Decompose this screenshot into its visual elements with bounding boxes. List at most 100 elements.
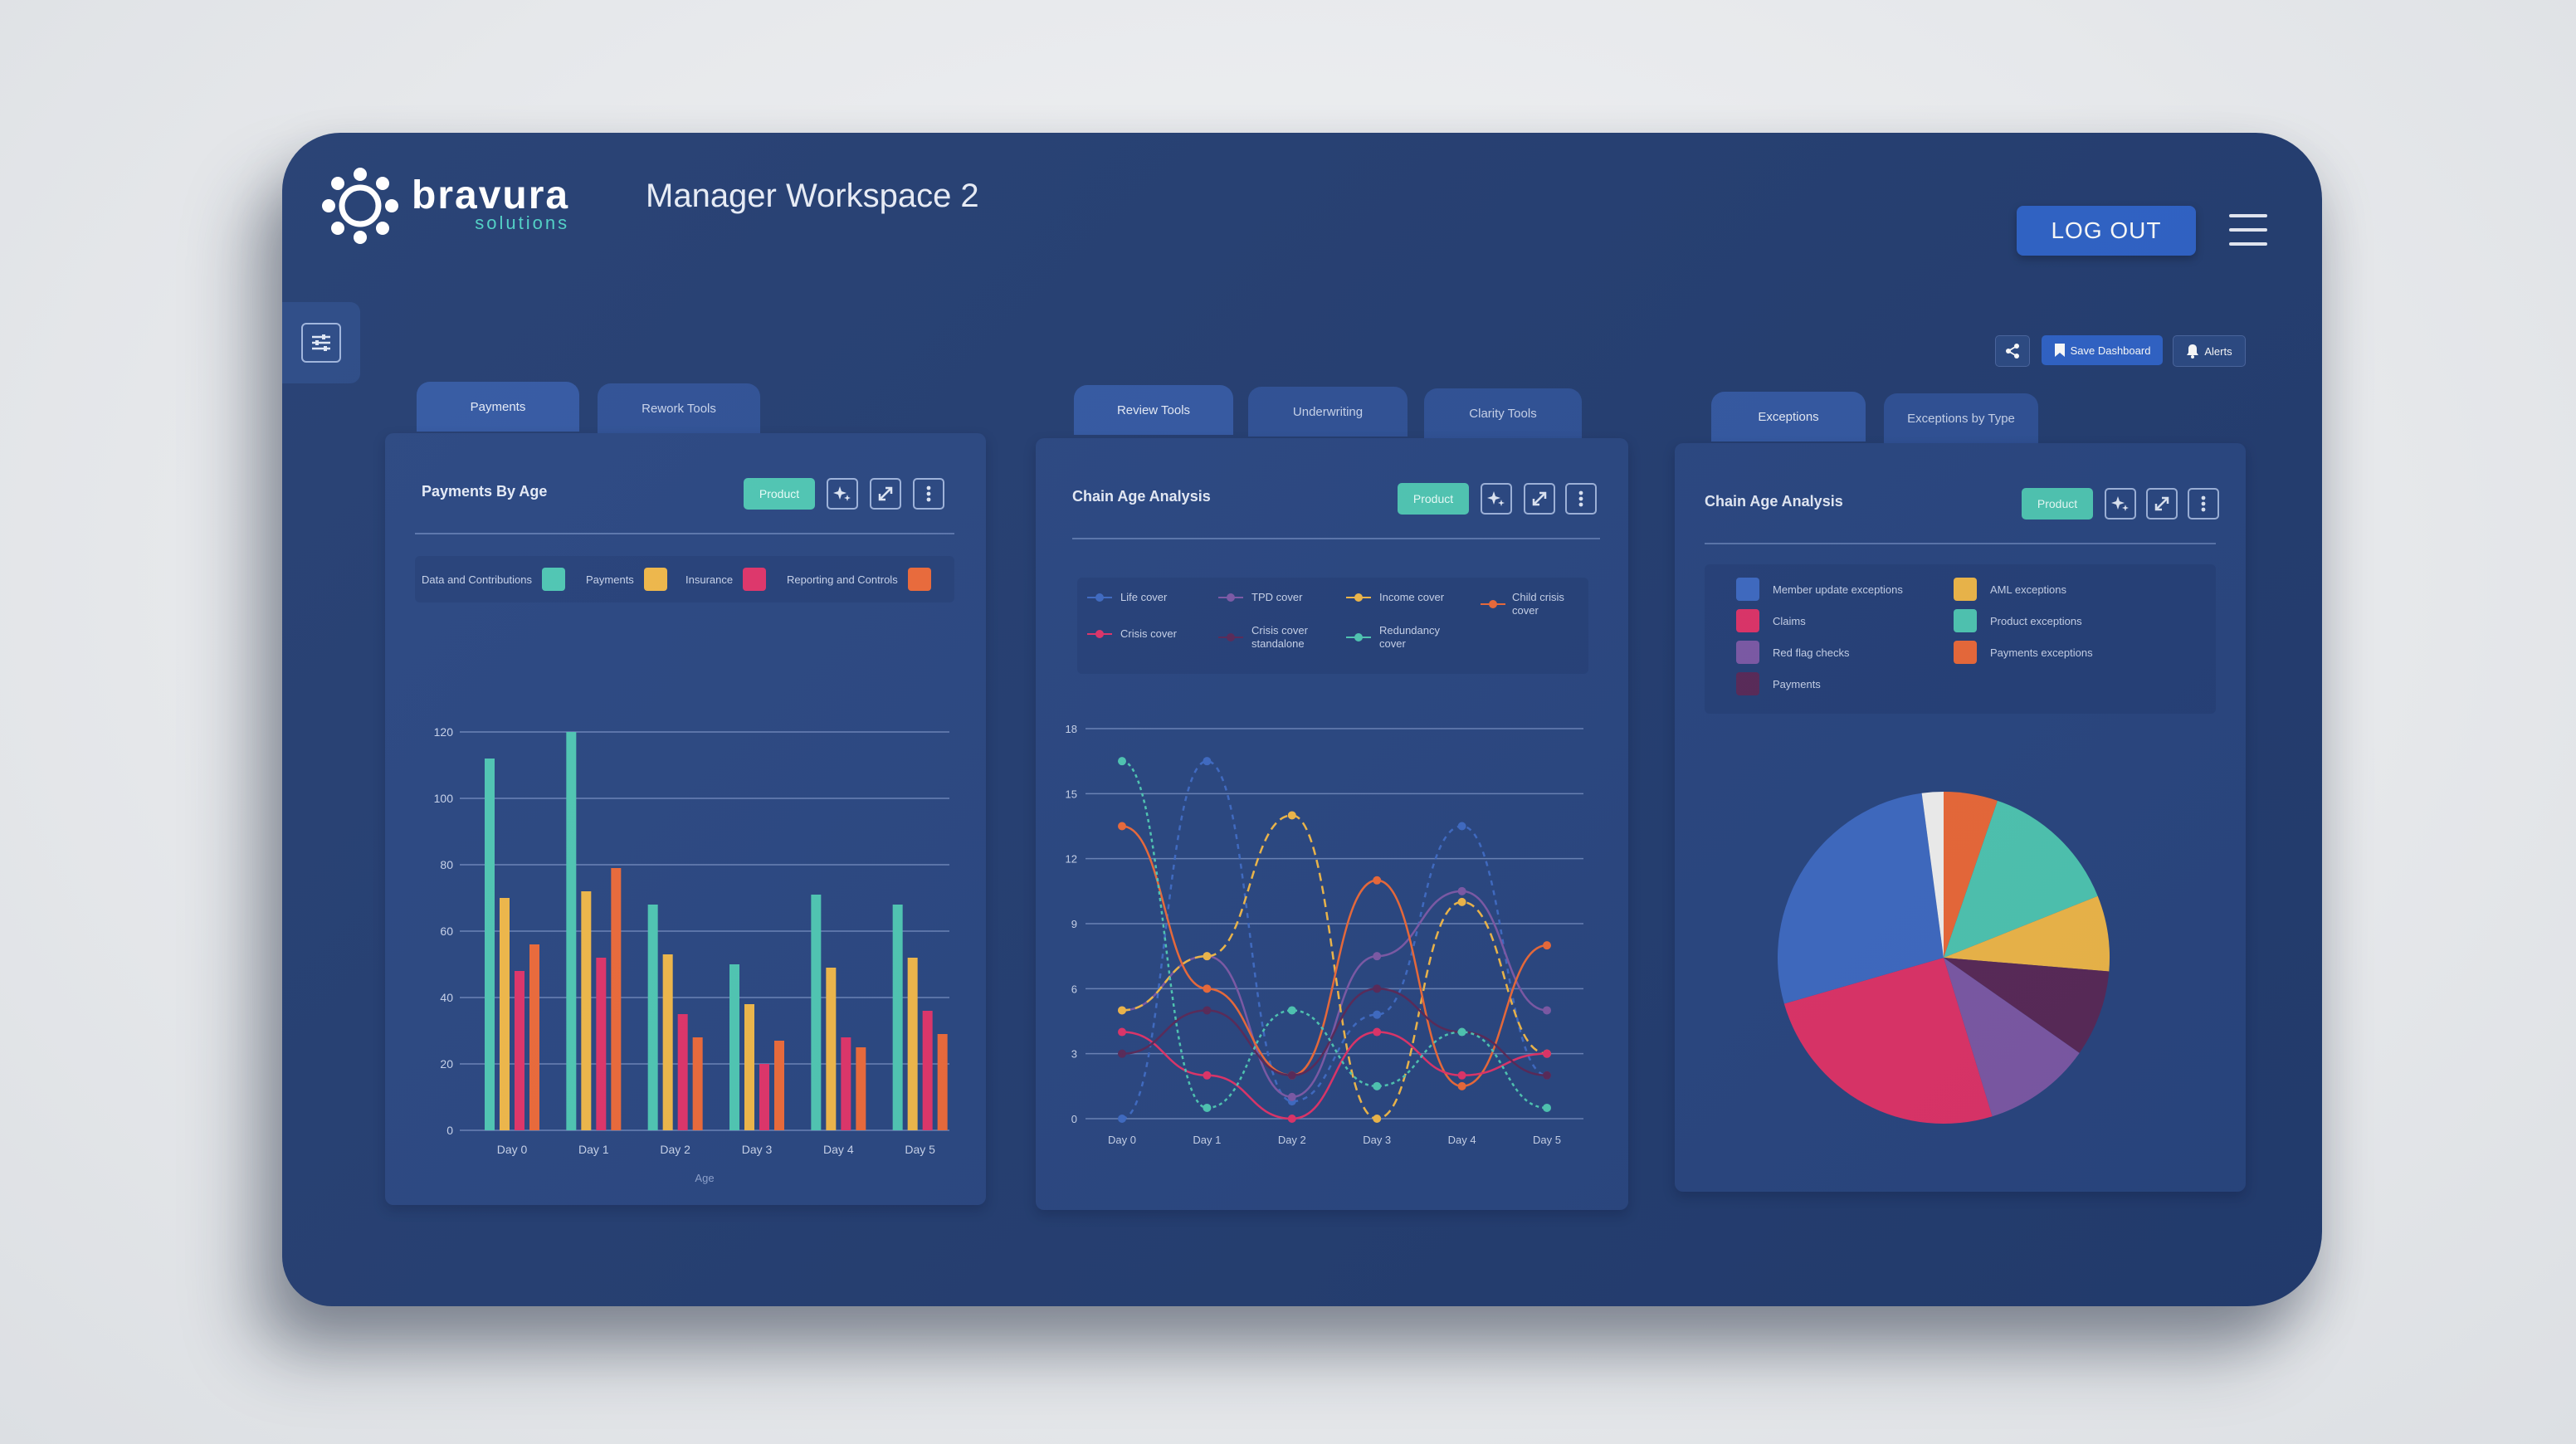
expand-button[interactable] [1524,483,1555,515]
tab-clarity-tools[interactable]: Clarity Tools [1424,388,1582,438]
data-point[interactable] [1373,876,1382,885]
data-point[interactable] [1287,1006,1296,1015]
bar[interactable] [581,891,592,1130]
pie-slice[interactable] [1921,792,1944,958]
bar[interactable] [485,759,495,1130]
data-point[interactable] [1118,757,1126,766]
bar[interactable] [692,1037,703,1130]
series-line[interactable] [1121,890,1548,1099]
save-dashboard-button[interactable]: Save Dashboard [2042,335,2163,365]
bar[interactable] [677,1014,688,1130]
legend-item[interactable]: Crisis cover standalone [1218,624,1334,651]
ai-insights-button[interactable] [2105,488,2136,520]
legend-item[interactable]: Life cover [1087,591,1167,603]
data-point[interactable] [1457,886,1466,895]
data-point[interactable] [1457,1081,1466,1090]
legend-item[interactable]: Payments exceptions [1954,641,2093,664]
data-point[interactable] [1373,1081,1382,1090]
data-point[interactable] [1118,1049,1126,1058]
data-point[interactable] [1118,1006,1126,1015]
pie-slice[interactable] [1778,793,1944,1004]
bar[interactable] [647,905,658,1130]
legend-item[interactable]: Crisis cover [1087,627,1177,640]
bar[interactable] [811,895,822,1130]
data-point[interactable] [1118,1115,1126,1123]
tab-exceptions[interactable]: Exceptions [1711,392,1866,441]
bar[interactable] [907,958,918,1130]
legend-item[interactable]: Child crisis cover [1481,591,1578,617]
data-point[interactable] [1118,1027,1126,1037]
bar[interactable] [922,1011,933,1130]
data-point[interactable] [1373,984,1382,993]
data-point[interactable] [1457,897,1466,906]
bar[interactable] [826,968,837,1130]
legend-item[interactable]: Data and Contributions [422,568,565,591]
data-point[interactable] [1287,1115,1296,1123]
data-point[interactable] [1457,1071,1466,1080]
pie-slice[interactable] [1944,800,2098,958]
data-point[interactable] [1373,1027,1382,1037]
series-line[interactable] [1121,988,1548,1077]
pie-slice[interactable] [1944,895,2110,972]
bar[interactable] [856,1047,866,1130]
data-point[interactable] [1543,1071,1551,1080]
legend-item[interactable]: Product exceptions [1954,609,2082,632]
data-point[interactable] [1203,1103,1212,1112]
more-options-button[interactable] [2188,488,2219,520]
bar[interactable] [529,944,539,1130]
series-line[interactable] [1121,1031,1548,1120]
legend-item[interactable]: AML exceptions [1954,578,2066,601]
pie-slice[interactable] [1944,958,2080,1117]
share-button[interactable] [1995,335,2030,367]
data-point[interactable] [1373,952,1382,961]
bar[interactable] [892,905,903,1130]
bar[interactable] [937,1034,948,1130]
data-point[interactable] [1203,952,1212,961]
pie-slice[interactable] [1944,958,2110,1053]
data-point[interactable] [1543,1049,1551,1058]
data-point[interactable] [1373,1010,1382,1019]
tab-rework-tools[interactable]: Rework Tools [598,383,760,433]
data-point[interactable] [1203,1006,1212,1015]
data-point[interactable] [1543,1103,1551,1112]
expand-button[interactable] [2146,488,2178,520]
bar[interactable] [566,732,577,1130]
series-line[interactable] [1121,759,1548,1110]
bar[interactable] [774,1041,784,1130]
bar[interactable] [500,898,510,1130]
legend-item[interactable]: Payments [586,568,667,591]
pie-slice[interactable] [1783,958,1993,1124]
legend-item[interactable]: Insurance [685,568,767,591]
data-point[interactable] [1287,1092,1296,1101]
legend-item[interactable]: TPD cover [1218,591,1302,603]
bar[interactable] [841,1037,851,1130]
bar[interactable] [596,958,607,1130]
product-button[interactable]: Product [2022,488,2093,520]
logout-button[interactable]: LOG OUT [2017,206,2196,256]
series-line[interactable] [1121,759,1548,1120]
data-point[interactable] [1543,941,1551,950]
pie-slice[interactable] [1944,792,1998,958]
data-point[interactable] [1373,1115,1382,1123]
data-point[interactable] [1287,1071,1296,1080]
product-button[interactable]: Product [744,478,815,510]
bar[interactable] [662,954,673,1130]
bar[interactable] [515,971,524,1130]
data-point[interactable] [1543,1006,1551,1015]
bar[interactable] [729,964,739,1130]
legend-item[interactable]: Reporting and Controls [787,568,931,591]
more-options-button[interactable] [1565,483,1597,515]
legend-item[interactable]: Income cover [1346,591,1444,603]
tab-payments[interactable]: Payments [417,382,579,432]
legend-item[interactable]: Payments [1736,672,1821,695]
ai-insights-button[interactable] [827,478,858,510]
bar[interactable] [744,1004,754,1130]
data-point[interactable] [1457,822,1466,831]
menu-icon[interactable] [2229,214,2267,247]
ai-insights-button[interactable] [1481,483,1512,515]
legend-item[interactable]: Member update exceptions [1736,578,1903,601]
series-line[interactable] [1121,825,1548,1088]
data-point[interactable] [1287,811,1296,820]
data-point[interactable] [1118,822,1126,831]
bar[interactable] [611,868,622,1130]
